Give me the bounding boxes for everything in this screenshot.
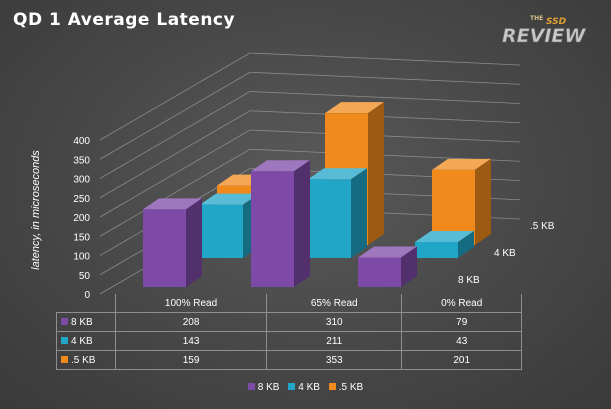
bar-top <box>143 198 202 210</box>
bar-4KB-1 <box>308 168 367 258</box>
y-tick-label: 200 <box>73 213 90 224</box>
y-tick-label: 50 <box>79 271 91 282</box>
legend-item: 8 KB <box>247 382 279 393</box>
bar-top <box>308 168 367 180</box>
bar-top <box>358 246 417 258</box>
legend-item: 4 KB <box>288 382 320 393</box>
bar-side <box>368 102 384 245</box>
gridline-back <box>249 91 521 104</box>
gridline-side <box>99 110 251 199</box>
bar-face <box>308 179 351 258</box>
bar-side <box>458 230 474 258</box>
bar-4KB-2 <box>415 230 474 258</box>
depth-axis-label: 4 KB <box>494 248 516 259</box>
data-table-col-header: 65% Read <box>266 294 403 313</box>
gridline-back <box>249 71 521 85</box>
bar-top <box>200 193 259 205</box>
bar-8KB-1 <box>251 160 310 287</box>
bar-face <box>251 171 294 287</box>
gridline-side <box>99 148 251 237</box>
gridline-side <box>99 71 251 160</box>
bar-top <box>432 158 491 170</box>
series-swatch-4kb <box>61 336 68 344</box>
y-tick-label: 100 <box>73 252 90 263</box>
data-table-cell: 310 <box>266 312 403 332</box>
legend-item: .5 KB <box>328 382 363 393</box>
gridline-side <box>99 129 251 218</box>
y-tick-label: 250 <box>73 194 90 205</box>
chart-legend: 8 KB 4 KB .5 KB <box>0 382 611 393</box>
bar-face <box>143 209 186 287</box>
y-tick-label: 400 <box>73 136 90 147</box>
data-table-col-header: 0% Read <box>401 294 522 313</box>
bars <box>143 102 491 287</box>
bar-face <box>415 241 458 258</box>
logo-text-main: REVIEW <box>502 25 586 46</box>
logo-text-small: THE <box>530 15 543 22</box>
bar-side <box>401 246 417 287</box>
data-table-row-header: 8 KB <box>56 312 116 332</box>
data-table-row: 8 KB 208 310 79 <box>56 312 522 332</box>
bar-face <box>200 204 243 258</box>
bar-side <box>186 198 202 287</box>
logo-text-middle: SSD <box>546 17 567 27</box>
bar-side <box>475 158 491 245</box>
y-tick-label: 300 <box>73 175 90 186</box>
data-table-col-header: 100% Read <box>114 294 268 313</box>
series-swatch-05kb <box>61 355 68 363</box>
series-swatch-8kb <box>61 317 68 325</box>
bar-side <box>351 168 367 258</box>
bar-top <box>251 160 310 172</box>
y-tick-label: 150 <box>73 232 90 243</box>
gridline-back <box>249 52 521 66</box>
data-table-cell: 79 <box>401 312 522 332</box>
y-tick-label: 350 <box>73 155 90 166</box>
data-table-cell: 159 <box>114 350 268 370</box>
data-table-cell: 211 <box>266 331 403 351</box>
bar-4KB-0 <box>200 193 259 258</box>
bar-8KB-0 <box>143 198 202 287</box>
data-table-row-header: 4 KB <box>56 331 116 351</box>
bar-side <box>294 160 310 287</box>
data-table-header-row: 100% Read 65% Read 0% Read <box>56 294 522 313</box>
data-table-cell: 353 <box>266 350 403 370</box>
data-table-row: .5 KB 159 353 201 <box>56 350 522 370</box>
data-table: 100% Read 65% Read 0% Read 8 KB 208 310 … <box>56 294 522 370</box>
data-table-cell: 208 <box>114 312 268 332</box>
bar-8KB-2 <box>358 246 417 287</box>
bar-top <box>415 230 474 242</box>
data-table-row: 4 KB 143 211 43 <box>56 331 522 351</box>
depth-axis-label: 8 KB <box>458 275 480 286</box>
depth-axis-label: .5 KB <box>530 221 555 232</box>
depth-axis-labels: .5 KB 4 KB 8 KB <box>458 221 555 286</box>
data-table-cell: 143 <box>114 331 268 351</box>
gridline-side <box>99 91 251 179</box>
chart-title: QD 1 Average Latency <box>13 10 236 30</box>
data-table-corner <box>56 294 116 313</box>
gridline-back <box>249 110 521 124</box>
gridline-side <box>99 52 251 141</box>
data-table-row-header: .5 KB <box>56 350 116 370</box>
gridline-back <box>249 129 521 143</box>
bar-top <box>325 102 384 114</box>
ssd-review-logo: THE SSD REVIEW <box>502 15 587 46</box>
bar-face <box>358 257 401 287</box>
data-table-cell: 201 <box>401 350 522 370</box>
data-table-cell: 43 <box>401 331 522 351</box>
